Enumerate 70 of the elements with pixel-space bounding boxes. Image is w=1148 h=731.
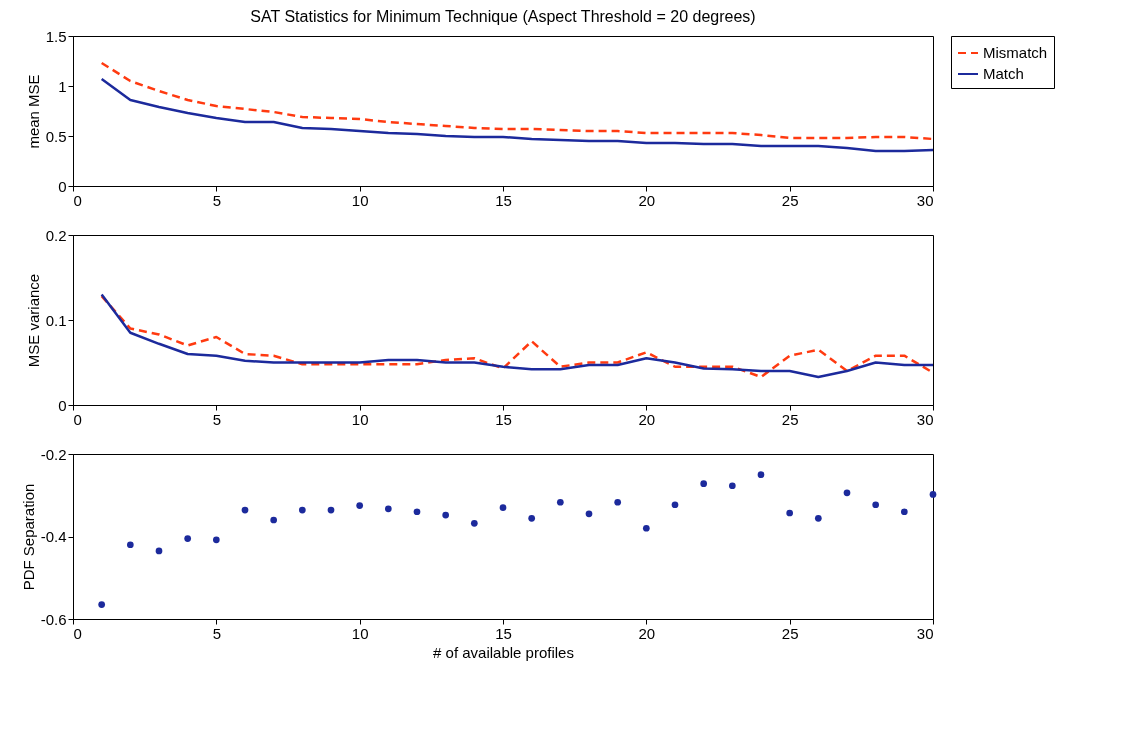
y-axis-title: MSE variance — [24, 273, 42, 368]
point — [384, 505, 392, 513]
x-tick-label: 10 — [351, 191, 369, 209]
line-series — [100, 61, 933, 141]
point — [327, 506, 335, 514]
x-tick-label: 15 — [495, 191, 512, 209]
point — [298, 506, 306, 514]
y-tick-label: 1 — [58, 77, 67, 95]
point — [872, 501, 880, 509]
point — [241, 506, 249, 514]
y-tick-label: 0.2 — [45, 226, 67, 244]
y-tick-label: -0.6 — [40, 610, 67, 628]
x-tick-label: 15 — [495, 624, 512, 642]
point — [556, 498, 564, 506]
point — [470, 519, 478, 527]
point — [786, 509, 794, 517]
point — [642, 524, 650, 532]
y-tick-label: -0.4 — [40, 528, 67, 545]
y-tick-label: 0.1 — [45, 311, 67, 329]
point — [585, 510, 593, 518]
point — [700, 480, 708, 488]
point — [270, 516, 278, 524]
point — [499, 504, 507, 511]
x-tick-label: 0 — [73, 410, 82, 428]
y-tick-label: 1.5 — [45, 27, 67, 45]
x-tick-label: 5 — [212, 191, 222, 209]
x-tick-label: 10 — [351, 624, 369, 642]
line-series — [100, 77, 933, 153]
x-tick-label: 30 — [916, 410, 934, 428]
y-axis-title: PDF Separation — [19, 483, 37, 591]
y-axis-title: mean MSE — [24, 74, 42, 149]
y-tick-label: 0 — [58, 177, 67, 195]
point — [528, 515, 536, 522]
x-tick-label: 15 — [495, 410, 512, 428]
legend-label: Mismatch — [983, 44, 1048, 61]
point — [98, 601, 106, 608]
x-tick-label: 30 — [916, 191, 934, 209]
point — [614, 498, 622, 506]
x-tick-label: 0 — [73, 191, 82, 209]
x-tick-label: 10 — [351, 410, 369, 428]
x-tick-label: 30 — [916, 624, 934, 642]
x-tick-label: 5 — [212, 624, 222, 642]
x-axis-title: # of available profiles — [433, 643, 574, 661]
chart-title: SAT Statistics for Minimum Technique (Aspect Threshold = 20 degrees) — [250, 8, 756, 25]
x-tick-label: 5 — [212, 410, 222, 428]
point — [126, 541, 134, 549]
point — [843, 489, 851, 497]
point — [929, 491, 937, 498]
point — [900, 508, 908, 516]
legend-label: Match — [983, 65, 1024, 82]
point — [671, 501, 679, 509]
x-tick-label: 25 — [781, 624, 799, 642]
x-tick-label: 20 — [638, 191, 656, 209]
y-tick-label: -0.2 — [40, 445, 67, 463]
point — [814, 515, 822, 522]
point — [757, 471, 765, 478]
x-tick-label: 25 — [781, 191, 799, 209]
point — [356, 502, 364, 509]
point — [212, 536, 220, 544]
x-tick-label: 25 — [781, 410, 799, 428]
point — [184, 535, 192, 542]
point — [413, 508, 421, 516]
point — [728, 482, 736, 490]
x-tick-label: 0 — [73, 624, 82, 642]
point — [442, 511, 450, 519]
point — [155, 547, 163, 555]
x-tick-label: 20 — [638, 410, 656, 428]
y-tick-label: 0.5 — [45, 127, 67, 145]
x-tick-label: 20 — [638, 624, 656, 642]
y-tick-label: 0 — [58, 396, 67, 414]
